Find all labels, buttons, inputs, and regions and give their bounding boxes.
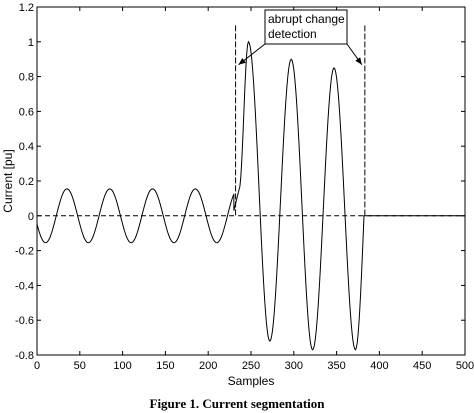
x-tick-label: 500 <box>456 360 474 372</box>
y-tick-label: 0.2 <box>19 176 34 188</box>
x-tick-label: 450 <box>413 360 431 372</box>
x-tick-label: 400 <box>370 360 388 372</box>
x-tick-label: 100 <box>113 360 131 372</box>
annotation-text: detection <box>268 27 317 41</box>
x-axis-label: Samples <box>228 374 275 388</box>
x-tick-label: 250 <box>242 360 260 372</box>
arrowhead <box>355 57 362 65</box>
y-tick-label: 1.2 <box>19 2 34 14</box>
y-tick-label: -0.2 <box>15 246 34 258</box>
annotation-box <box>264 9 348 45</box>
current-signal-line <box>36 40 465 351</box>
y-tick-label: -0.6 <box>15 315 34 327</box>
x-tick-label: 50 <box>74 360 86 372</box>
y-tick-label: 0 <box>28 211 34 223</box>
figure-caption: Figure 1. Current segmentation <box>150 396 326 411</box>
y-tick-label: 0.6 <box>19 106 34 118</box>
x-tick-label: 350 <box>327 360 345 372</box>
x-tick-label: 150 <box>156 360 174 372</box>
y-tick-label: 0.8 <box>19 72 34 84</box>
y-tick-label: -0.8 <box>15 350 34 362</box>
y-tick-label: 1 <box>28 37 34 49</box>
plot-area <box>36 6 466 356</box>
data-series <box>36 24 465 351</box>
x-tick-label: 0 <box>34 360 40 372</box>
axis-ticks: 0 50 100 150 200 250 300 350 400 450 500 -0.8 -0.6 -0… <box>15 2 474 372</box>
y-axis-label: Current [pu] <box>1 149 15 212</box>
arrowhead <box>238 58 246 65</box>
annotation-text: abrupt change <box>268 12 345 26</box>
x-tick-label: 200 <box>199 360 217 372</box>
x-tick-label: 300 <box>285 360 303 372</box>
y-tick-label: -0.4 <box>15 280 34 292</box>
y-tick-label: 0.4 <box>19 141 34 153</box>
